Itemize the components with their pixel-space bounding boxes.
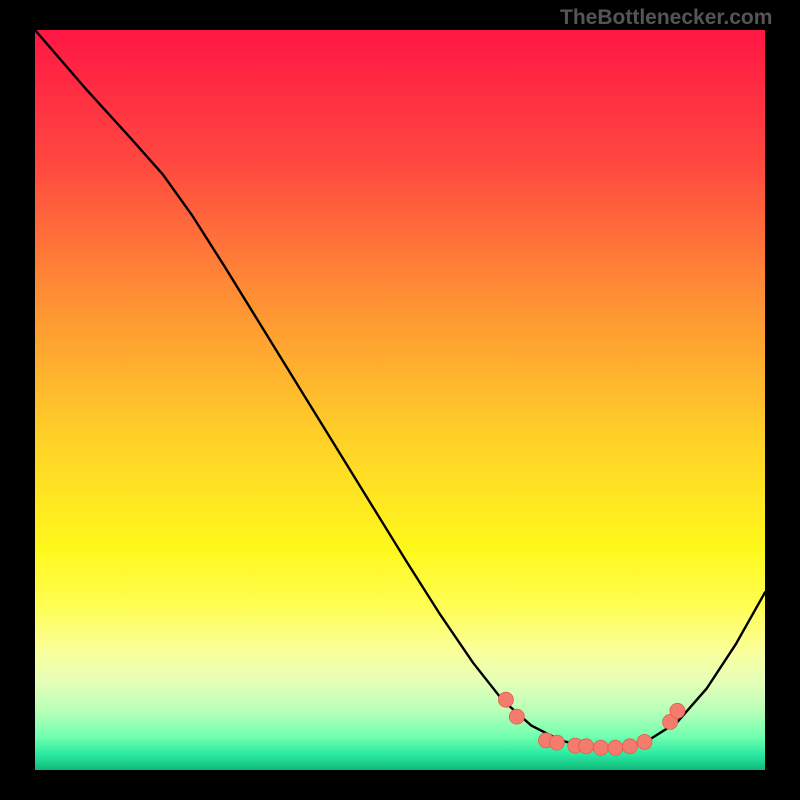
optimal-point-marker — [637, 734, 652, 749]
optimal-point-marker — [579, 739, 594, 754]
optimal-point-marker — [608, 740, 623, 755]
optimal-point-marker — [670, 703, 685, 718]
watermark-text: TheBottlenecker.com — [560, 6, 772, 30]
curve-overlay — [35, 30, 765, 770]
optimal-point-marker — [593, 740, 608, 755]
chart-container: TheBottlenecker.com — [0, 0, 800, 800]
plot-area — [35, 30, 765, 770]
optimal-point-marker — [549, 735, 564, 750]
optimal-point-marker — [498, 692, 513, 707]
bottleneck-curve — [35, 30, 765, 748]
optimal-point-marker — [509, 709, 524, 724]
optimal-point-marker — [622, 739, 637, 754]
